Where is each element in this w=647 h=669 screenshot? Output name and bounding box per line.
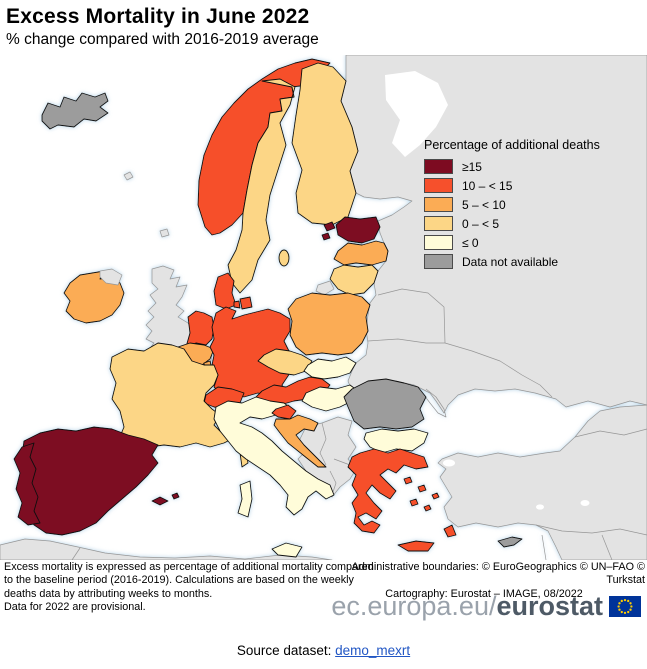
note-line: Excess mortality is expressed as percent… (4, 561, 374, 573)
legend-swatch (424, 197, 453, 212)
country-bulgaria (363, 428, 429, 454)
country-sweden (227, 78, 296, 294)
page-title: Excess Mortality in June 2022 (6, 5, 310, 28)
note-line: to the baseline period (2016-2019). Calc… (4, 574, 354, 587)
country-greece (347, 448, 429, 534)
note-line: Data for 2022 are provisional. (4, 601, 146, 614)
border-moldova (423, 388, 447, 418)
legend-item-na: Data not available (424, 252, 642, 271)
map-legend: Percentage of additional deaths ≥15 10 –… (424, 138, 642, 271)
border-bosnia-serbia (319, 422, 327, 466)
land-faroe (123, 171, 134, 181)
note-line: deaths data by attributing weeks to mont… (4, 587, 213, 600)
legend-swatch (424, 178, 453, 193)
legend-label: ≥15 (462, 159, 482, 174)
legend-swatch (424, 216, 453, 231)
legend-label: Data not available (462, 254, 559, 269)
legend-label: ≤ 0 (462, 235, 479, 250)
country-romania (343, 378, 427, 430)
country-italy-sicily (271, 542, 303, 558)
legend-label: 10 – < 15 (462, 178, 513, 193)
legend-title: Percentage of additional deaths (424, 138, 600, 152)
border-belarus-ukraine (367, 338, 445, 344)
credit-line: Administrative boundaries: © EuroGeograp… (351, 561, 645, 587)
land-kaliningrad (315, 280, 335, 296)
border-turkey-syria (535, 524, 647, 536)
border-albania (329, 470, 337, 496)
legend-swatch (424, 159, 453, 174)
source-line: Source dataset: demo_mexrt (0, 643, 647, 658)
legend-item-c0_5: 0 – < 5 (424, 214, 642, 233)
credits-note: Administrative boundaries: © EuroGeograp… (323, 561, 645, 601)
source-label: Source dataset: (236, 643, 336, 658)
legend-label: 5 – < 10 (462, 197, 506, 212)
map-svg (0, 55, 647, 560)
methodology-note: Excess mortality is expressed as percent… (4, 561, 396, 615)
legend-item-c10_15: 10 – < 15 (424, 176, 642, 195)
border-iraq (601, 534, 613, 560)
country-iceland (41, 92, 109, 130)
legend-swatch (424, 235, 453, 250)
border-belarus-russia (377, 288, 446, 344)
country-portugal (13, 442, 41, 526)
land-north-africa (0, 538, 333, 560)
country-estonia-islands (321, 221, 336, 241)
white-sea (385, 71, 448, 157)
legend-item-ge15: ≥15 (424, 157, 642, 176)
border-morocco-algeria (71, 547, 81, 560)
country-estonia (335, 216, 381, 244)
land-shetland (159, 228, 170, 238)
country-spain (21, 426, 159, 536)
country-slovakia (303, 356, 357, 380)
border-ukraine-russia (444, 342, 553, 398)
country-poland (287, 292, 371, 356)
country-sweden-gotland (278, 249, 290, 267)
legend-item-le0: ≤ 0 (424, 233, 642, 252)
lake-tuz (536, 504, 544, 510)
logo-url-prefix: ec.europa.eu/ (331, 591, 497, 621)
lake-van (580, 500, 590, 506)
europe-choropleth-map (0, 55, 647, 560)
border-levant (541, 534, 547, 560)
credit-line: Cartography: Eurostat – IMAGE, 08/2022 (385, 587, 583, 600)
legend-item-c5_10: 5 – < 10 (424, 195, 642, 214)
land-turkey-middle-east (437, 404, 647, 560)
country-denmark-islands (233, 296, 253, 310)
country-spain-balearics (151, 492, 180, 506)
land-northern-ireland (99, 268, 123, 286)
sea-of-marmara (443, 459, 455, 467)
legend-rows: ≥15 10 – < 15 5 – < 10 0 – < 5 ≤ 0 Data … (424, 157, 642, 271)
logo-brand: eurostat (496, 591, 603, 621)
country-italy-sardinia (237, 480, 253, 518)
country-lithuania (329, 264, 379, 296)
country-cyprus (497, 536, 523, 548)
country-netherlands (185, 310, 215, 348)
legend-label: 0 – < 5 (462, 216, 500, 231)
border-serbia-macedonia (333, 458, 351, 466)
country-germany (209, 306, 291, 398)
border-caucasus (574, 428, 647, 438)
country-greece-islands (397, 476, 457, 552)
eu-flag-icon (609, 596, 641, 617)
source-dataset-link[interactable]: demo_mexrt (335, 643, 411, 658)
eurostat-logo: ec.europa.eu/eurostat (331, 591, 641, 622)
country-croatia (273, 414, 327, 468)
page-subtitle: % change compared with 2016-2019 average (6, 31, 319, 48)
legend-swatch (424, 254, 453, 269)
country-latvia (333, 240, 389, 266)
